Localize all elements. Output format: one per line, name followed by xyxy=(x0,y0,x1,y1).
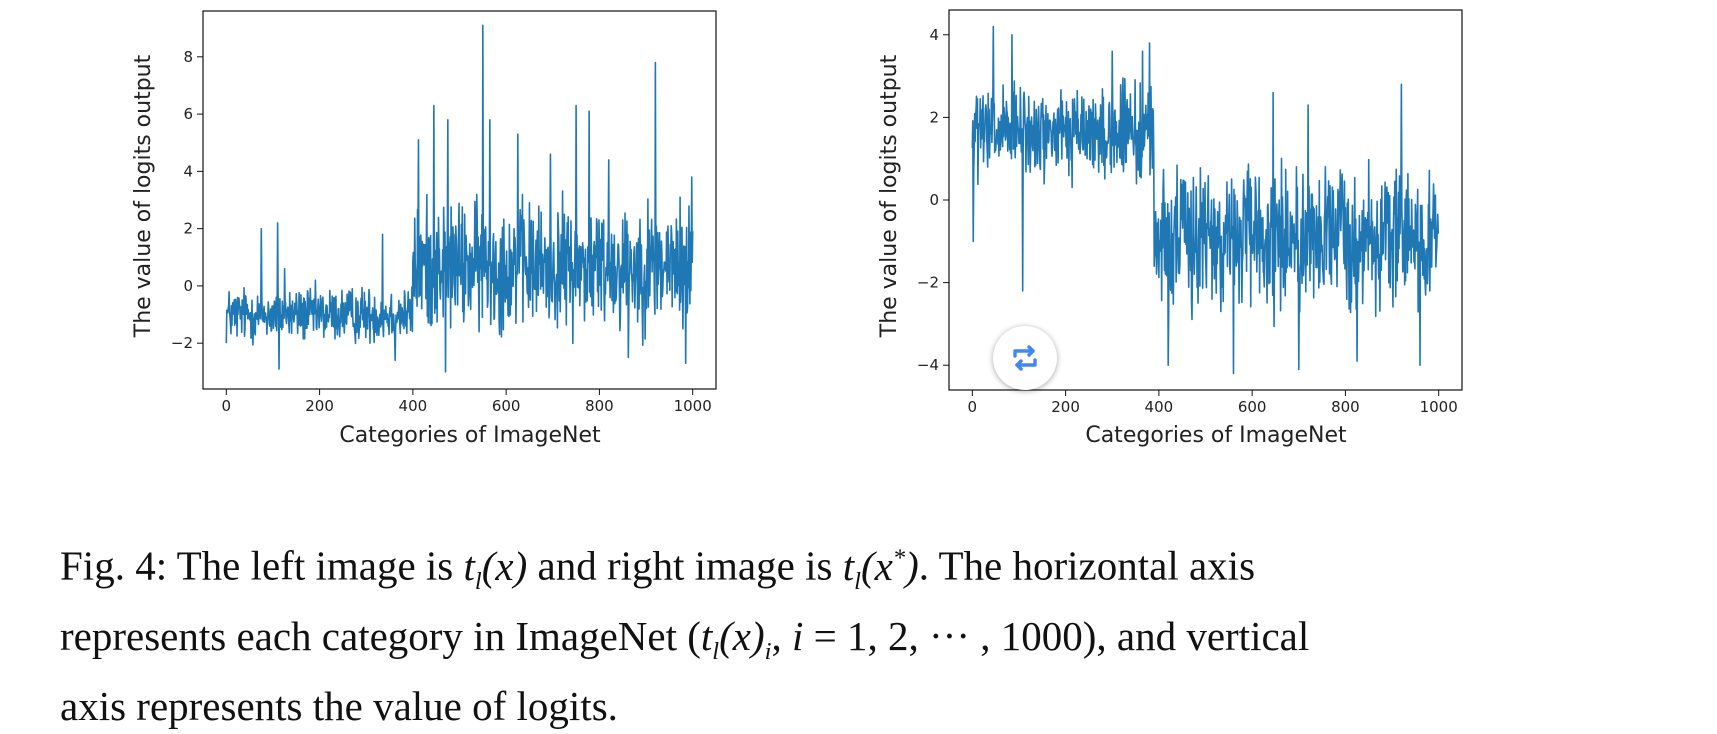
left-plot-area: 0 200 400 600 800 1000 −2 0 2 4 6 8 xyxy=(171,10,717,415)
right-series-line xyxy=(971,25,1440,375)
right-y-tick-label: 2 xyxy=(929,108,939,126)
right-x-tick-label: 600 xyxy=(1238,398,1267,416)
left-y-tick-label: 6 xyxy=(183,105,193,123)
left-y-tick-label: 2 xyxy=(183,220,193,238)
left-x-tick-label: 200 xyxy=(305,397,334,415)
left-y-tick-label: 8 xyxy=(183,48,193,66)
right-y-tick-label: −4 xyxy=(917,356,939,374)
right-y-axis-label: The value of logits output xyxy=(877,54,902,338)
left-x-tick-label: 400 xyxy=(399,397,428,415)
left-y-axis: −2 0 2 4 6 8 xyxy=(171,48,203,352)
right-y-tick-label: 0 xyxy=(929,191,939,209)
right-x-tick-label: 200 xyxy=(1051,398,1080,416)
right-logits-polyline xyxy=(971,25,1440,375)
left-x-tick-label: 800 xyxy=(585,397,614,415)
right-plot-area: 0 200 400 600 800 1000 −4 −2 0 2 4 xyxy=(917,9,1463,416)
left-x-axis-label: Categories of ImageNet xyxy=(339,423,601,448)
right-y-tick-label: −2 xyxy=(917,274,939,292)
caption-line-2: represents each category in ImageNet (tl… xyxy=(60,612,1310,666)
right-x-tick-label: 800 xyxy=(1331,398,1360,416)
left-logits-polyline xyxy=(225,24,694,373)
right-y-axis: −4 −2 0 2 4 xyxy=(917,26,949,374)
repeat-icon xyxy=(1013,345,1037,371)
caption-line-1: Fig. 4: The left image is tl(x) and righ… xyxy=(60,542,1256,595)
left-y-tick-label: 4 xyxy=(183,162,193,180)
left-y-tick-label: 0 xyxy=(183,277,193,295)
left-x-tick-label: 1000 xyxy=(674,397,712,415)
repeat-badge-button[interactable] xyxy=(993,326,1057,390)
left-x-tick-label: 600 xyxy=(492,397,521,415)
left-y-axis-label: The value of logits output xyxy=(131,54,156,338)
caption-line-3: axis represents the value of logits. xyxy=(60,683,618,730)
right-x-tick-label: 400 xyxy=(1145,398,1174,416)
right-logits-chart: 0 200 400 600 800 1000 −4 −2 0 2 4 Categories of … xyxy=(877,9,1463,448)
figure-caption: Fig. 4: The left image is tl(x) and righ… xyxy=(60,530,1660,734)
left-x-tick-label: 0 xyxy=(222,397,232,415)
left-plot-frame xyxy=(202,10,717,390)
right-x-axis: 0 200 400 600 800 1000 xyxy=(968,390,1458,416)
right-x-axis-label: Categories of ImageNet xyxy=(1085,423,1347,448)
right-y-tick-label: 4 xyxy=(929,26,939,44)
left-x-axis: 0 200 400 600 800 1000 xyxy=(222,389,712,415)
right-x-tick-label: 1000 xyxy=(1420,398,1458,416)
left-y-tick-label: −2 xyxy=(171,334,193,352)
right-x-tick-label: 0 xyxy=(968,398,978,416)
left-logits-chart: 0 200 400 600 800 1000 −2 0 2 4 6 8 Categories of … xyxy=(131,10,717,448)
left-series-line xyxy=(225,24,694,373)
